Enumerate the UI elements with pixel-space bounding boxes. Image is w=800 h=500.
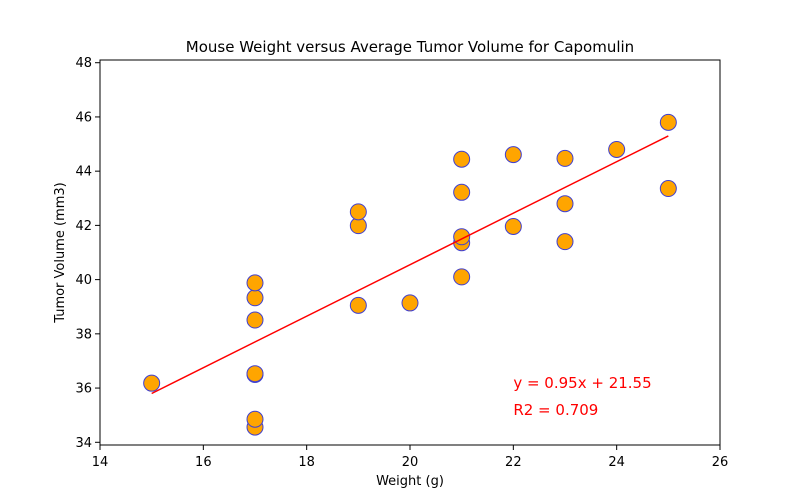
y-tick-label: 46 <box>75 110 92 125</box>
y-tick-label: 42 <box>75 219 92 234</box>
x-axis-label: Weight (g) <box>376 474 444 489</box>
regression-line-group <box>151 135 669 395</box>
data-point <box>453 150 471 168</box>
data-point <box>504 217 522 235</box>
y-axis-ticks: 34 36 38 40 42 44 46 48 <box>75 56 100 451</box>
data-point <box>453 183 471 201</box>
y-tick-label: 36 <box>75 382 92 397</box>
x-tick-label: 26 <box>712 455 729 470</box>
data-point <box>608 140 626 158</box>
x-tick-label: 16 <box>195 455 212 470</box>
data-points <box>143 113 677 436</box>
y-tick-label: 48 <box>75 56 92 71</box>
data-point <box>246 311 264 329</box>
x-axis-ticks: 14 16 18 20 22 24 26 <box>92 445 729 470</box>
r-squared-label: R2 = 0.709 <box>513 401 598 419</box>
x-tick-label: 24 <box>608 455 625 470</box>
regression-equation-label: y = 0.95x + 21.55 <box>513 374 651 392</box>
y-tick-label: 40 <box>75 273 92 288</box>
y-tick-label: 44 <box>75 165 92 180</box>
x-tick-label: 14 <box>92 455 109 470</box>
data-point <box>556 233 574 251</box>
data-point <box>349 203 367 221</box>
data-point <box>246 289 264 307</box>
data-point <box>556 149 574 167</box>
data-point <box>401 294 419 312</box>
data-point <box>349 296 367 314</box>
data-point <box>246 410 264 428</box>
x-tick-label: 20 <box>402 455 419 470</box>
y-axis-label: Tumor Volume (mm3) <box>53 182 68 324</box>
data-point <box>504 146 522 164</box>
x-tick-label: 18 <box>298 455 315 470</box>
data-point <box>246 365 264 383</box>
y-tick-label: 38 <box>75 327 92 342</box>
data-point <box>453 268 471 286</box>
regression-line <box>151 135 669 395</box>
data-point <box>659 180 677 198</box>
x-tick-label: 22 <box>505 455 522 470</box>
chart-title: Mouse Weight versus Average Tumor Volume… <box>186 38 634 56</box>
data-point <box>143 374 161 392</box>
data-point <box>246 274 264 292</box>
y-tick-label: 34 <box>75 436 92 451</box>
data-point <box>556 195 574 213</box>
data-point <box>659 113 677 131</box>
